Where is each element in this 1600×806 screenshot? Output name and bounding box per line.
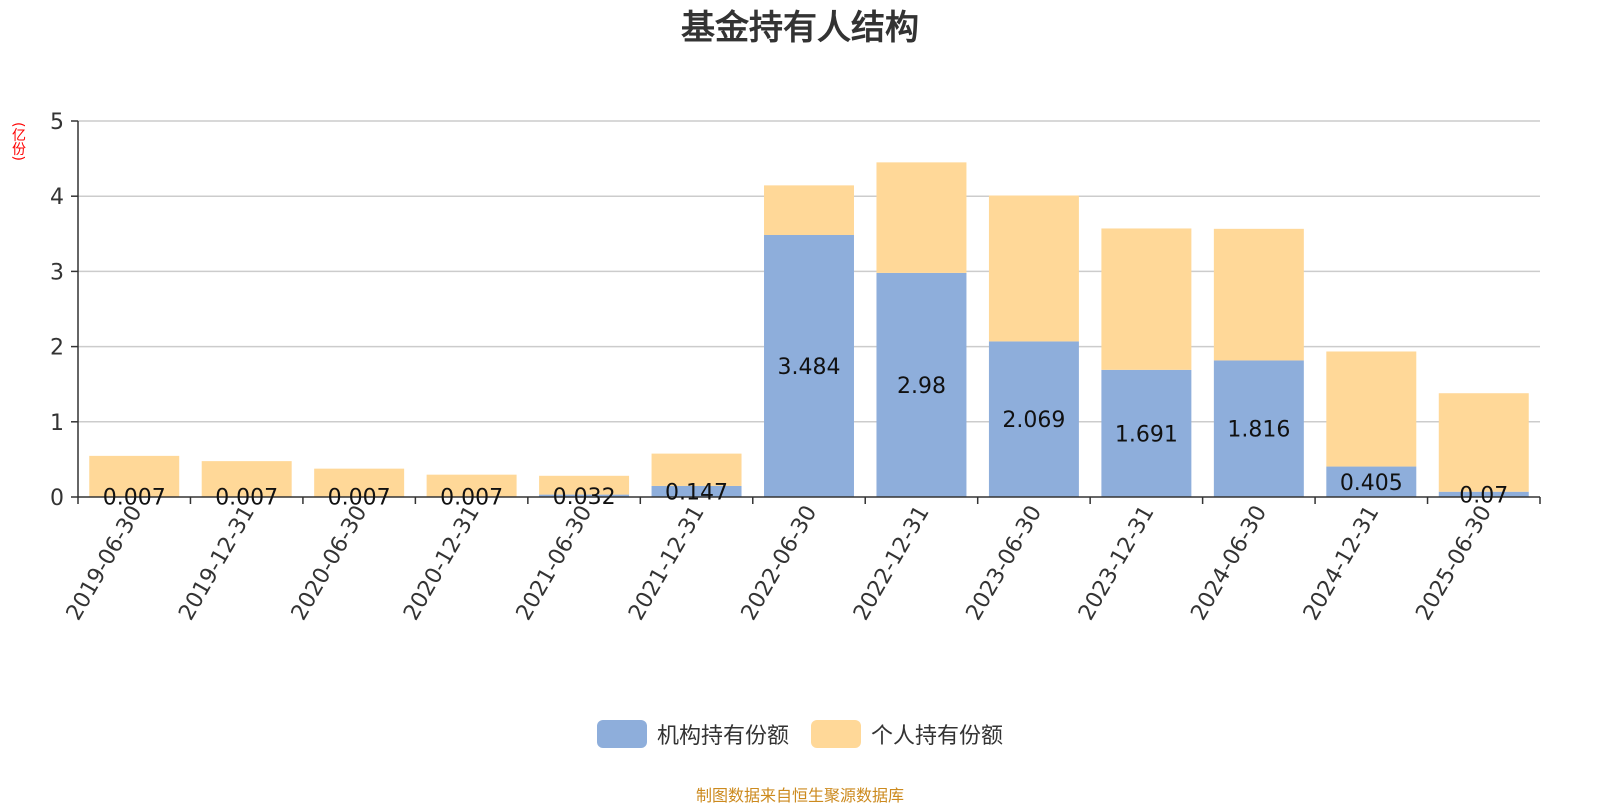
bar-institutional [1438, 491, 1529, 497]
bar-institutional [1101, 369, 1192, 497]
data-label: 1.816 [1227, 418, 1290, 443]
x-tick-label: 2021-12-31 [624, 502, 710, 625]
x-tick-label: 2022-12-31 [849, 502, 935, 625]
bar-institutional [876, 272, 967, 497]
y-axis-unit: (亿份) [10, 122, 26, 161]
x-tick-label: 2019-06-30 [62, 502, 148, 625]
bar-institutional [651, 485, 742, 497]
bar-individual [426, 474, 517, 497]
data-label: 0.07 [1459, 483, 1508, 508]
bar-individual [1101, 228, 1192, 370]
bar-institutional [1213, 360, 1304, 497]
x-tick-label: 2024-06-30 [1186, 502, 1272, 625]
x-tick-label: 2023-12-31 [1074, 502, 1160, 625]
y-tick-label: 4 [50, 185, 64, 210]
bar-individual [651, 453, 742, 486]
x-tick-label: 2025-06-30 [1411, 502, 1497, 625]
data-label: 0.007 [328, 486, 391, 511]
legend-label-institutional: 机构持有份额 [656, 724, 789, 749]
bar-individual [201, 461, 292, 497]
bar-individual [539, 475, 630, 495]
y-tick-label: 2 [50, 336, 64, 361]
bar-institutional [539, 494, 630, 497]
bar-individual [314, 468, 405, 497]
bar-individual [876, 162, 967, 273]
data-label: 2.98 [897, 374, 946, 399]
x-tick-label: 2020-06-30 [287, 502, 373, 625]
data-source-note: 制图数据来自恒生聚源数据库 [695, 786, 904, 805]
data-label: 2.069 [1002, 408, 1065, 433]
legend-swatch-institutional [596, 720, 647, 748]
data-label: 0.007 [440, 486, 503, 511]
y-tick-label: 5 [50, 110, 64, 135]
legend: 机构持有份额 个人持有份额 [0, 718, 1600, 750]
x-tick-label: 2022-06-30 [737, 502, 823, 625]
x-tick-label: 2019-12-31 [174, 502, 260, 625]
x-tick-label: 2020-12-31 [399, 501, 485, 624]
x-tick-label: 2023-06-30 [962, 502, 1048, 625]
legend-swatch-individual [811, 720, 861, 748]
data-label: 0.032 [553, 485, 616, 510]
bar-individual [764, 185, 854, 236]
legend-item-individual[interactable]: 个人持有份额 [811, 718, 1003, 750]
legend-item-institutional[interactable]: 机构持有份额 [596, 718, 789, 750]
y-tick-label: 3 [50, 260, 64, 285]
data-label: 0.007 [215, 486, 278, 511]
bar-institutional [764, 235, 854, 497]
bar-individual [1326, 351, 1417, 467]
stacked-bar-chart: 0 1 2 3 4 5 2019-06-30 2019-12-31 2020-06-30 2020… [50, 110, 1541, 625]
legend-label-individual: 个人持有份额 [871, 724, 1004, 749]
bar-institutional [1326, 466, 1417, 497]
bar-individual [1213, 228, 1304, 361]
data-label: 0.405 [1340, 471, 1403, 496]
data-label: 0.007 [103, 486, 166, 511]
x-tick-label: 2021-06-30 [512, 502, 598, 625]
data-label: 1.691 [1115, 422, 1178, 447]
bar-individual [89, 455, 180, 497]
bar-individual [1438, 393, 1529, 492]
chart-title: 基金持有人结构 [681, 8, 919, 48]
y-tick-label: 0 [50, 486, 64, 511]
data-label: 0.147 [665, 480, 728, 505]
bar-institutional [988, 341, 1079, 497]
bar-individual [988, 195, 1079, 342]
y-tick-label: 1 [50, 411, 64, 436]
data-label: 3.484 [778, 355, 841, 380]
x-tick-label: 2024-12-31 [1299, 502, 1385, 625]
